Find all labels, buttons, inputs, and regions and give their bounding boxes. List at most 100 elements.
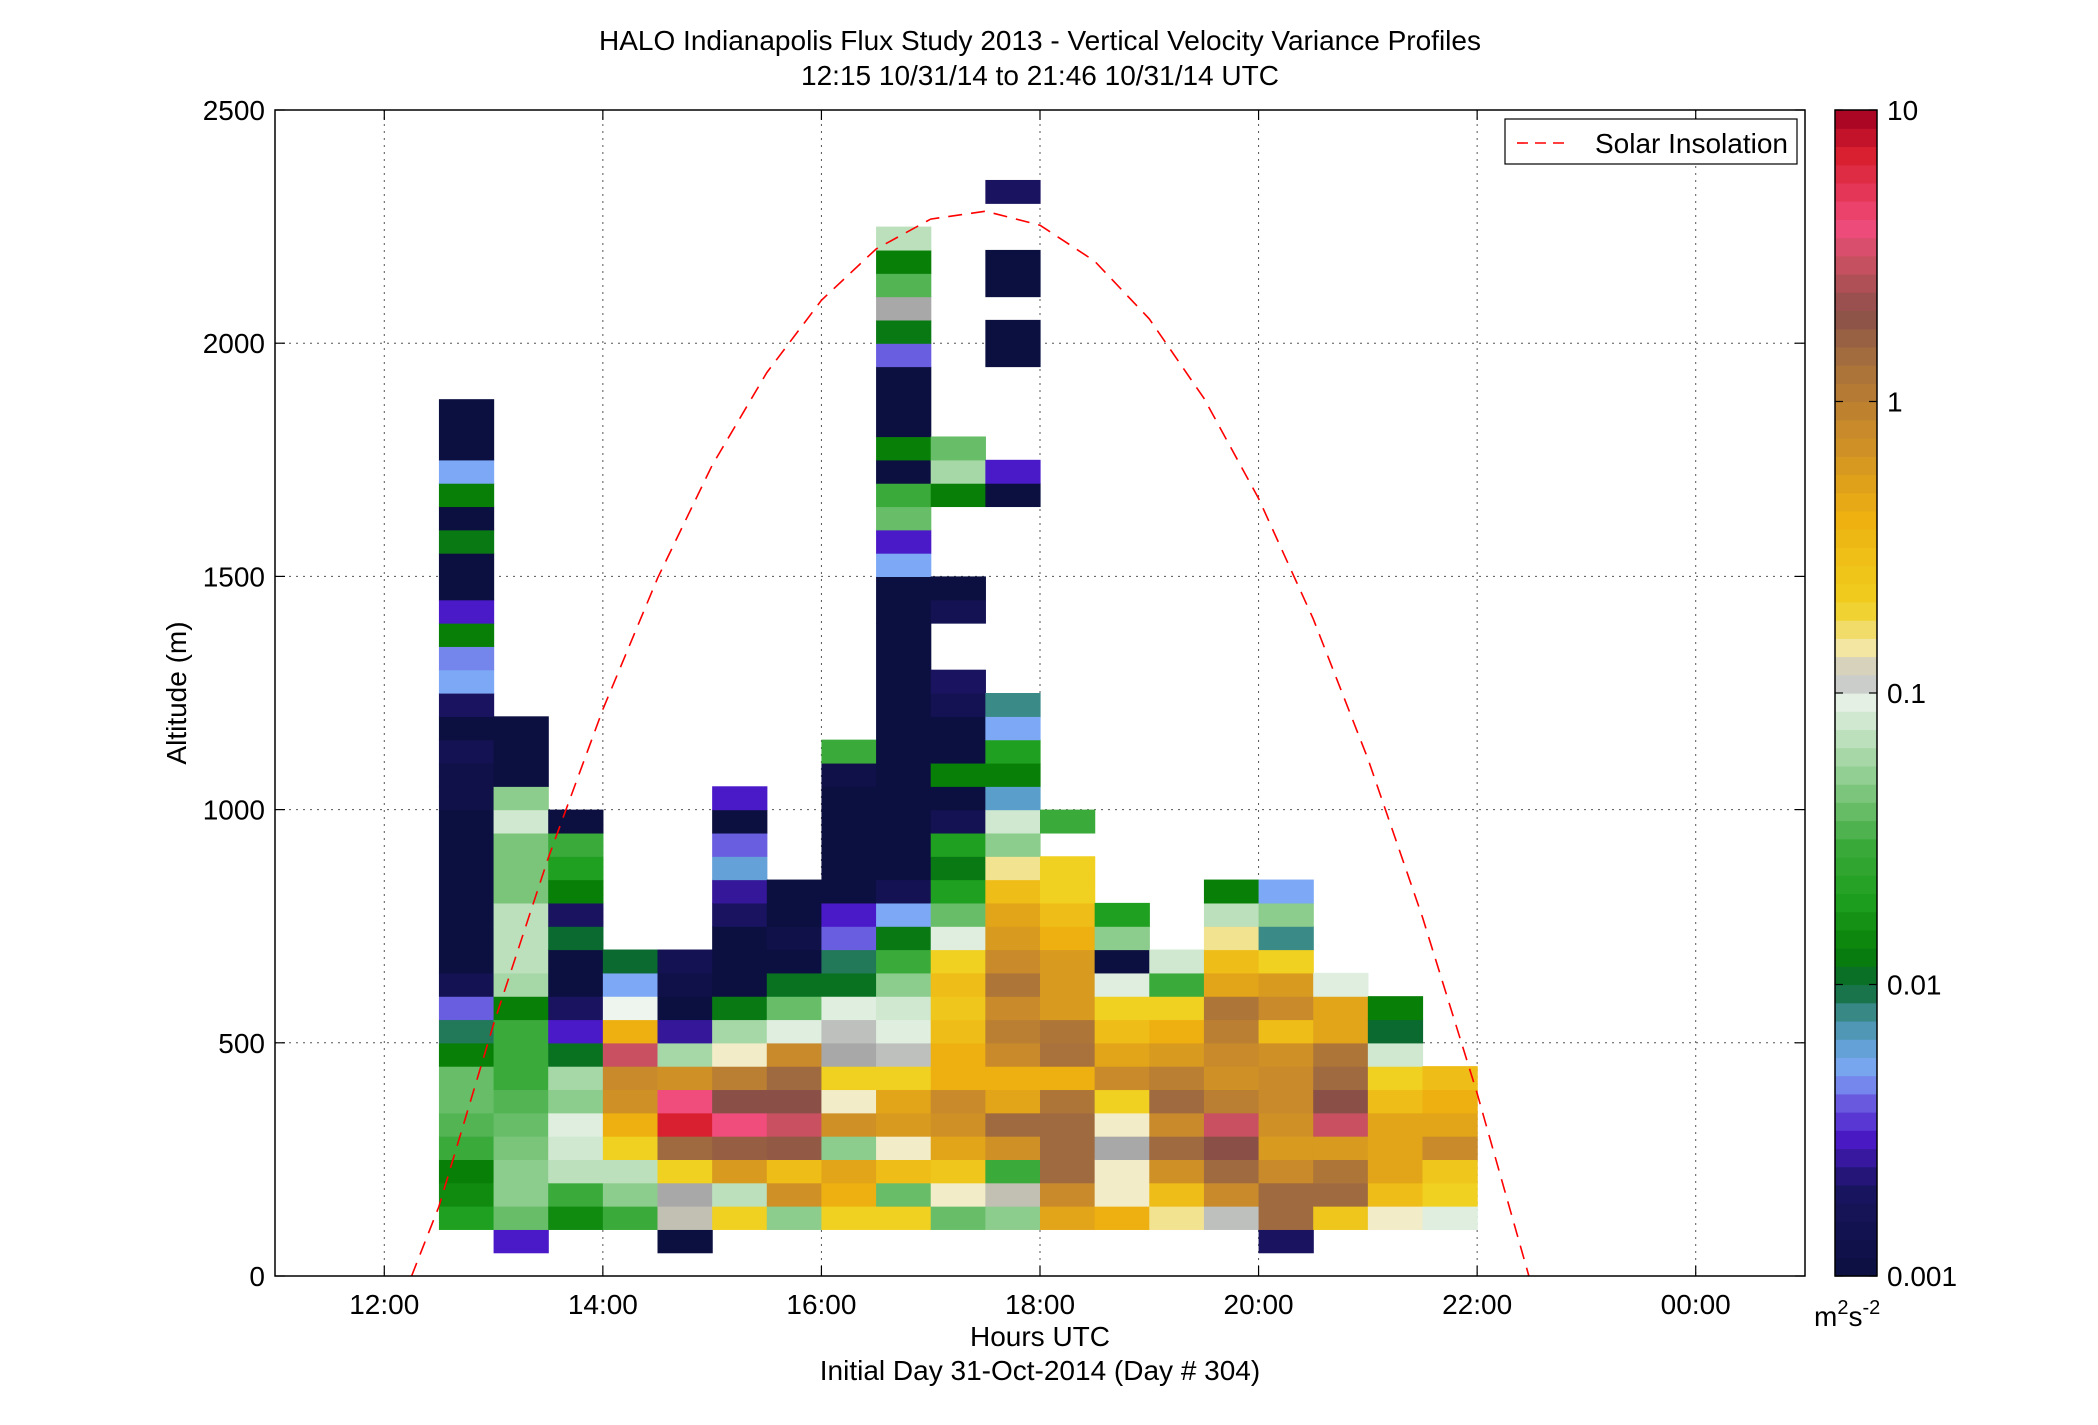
- heatmap-cell: [438, 459, 495, 484]
- heatmap-cell: [930, 459, 986, 484]
- solar-insolation-curve: [410, 210, 1530, 1276]
- heatmap-cell: [712, 972, 768, 997]
- colorbar-band: [1835, 219, 1877, 239]
- heatmap-cell: [438, 623, 495, 647]
- heatmap-cell: [930, 996, 986, 1021]
- heatmap-cell: [821, 1206, 877, 1230]
- heatmap-cell: [712, 1089, 768, 1114]
- heatmap-cell: [1203, 926, 1260, 951]
- colorbar-band: [1835, 1112, 1877, 1131]
- heatmap-cell: [985, 1159, 1041, 1184]
- heatmap-cell: [821, 739, 877, 764]
- heatmap-cell: [712, 996, 768, 1021]
- heatmap-cell: [493, 809, 549, 834]
- heatmap-cell: [712, 832, 768, 857]
- colorbar-band: [1835, 693, 1877, 712]
- heatmap-cell: [602, 1112, 659, 1137]
- colorbar-band: [1835, 984, 1877, 1004]
- heatmap-cell: [876, 902, 932, 927]
- colorbar-band: [1835, 583, 1877, 603]
- heatmap-cell: [1203, 972, 1260, 997]
- heatmap-cell: [985, 786, 1041, 811]
- heatmap-cell: [876, 483, 932, 508]
- y-tick-label: 1500: [203, 561, 265, 592]
- heatmap-cell: [985, 809, 1041, 834]
- heatmap-cell: [438, 553, 495, 601]
- heatmap-cell: [1040, 879, 1096, 904]
- x-axis-sublabel: Initial Day 31-Oct-2014 (Day # 304): [820, 1355, 1260, 1386]
- heatmap-cell: [876, 319, 932, 344]
- heatmap-cell: [438, 972, 495, 997]
- colorbar-band: [1835, 674, 1877, 694]
- heatmap-cell: [548, 996, 604, 1021]
- heatmap-cell: [1094, 1159, 1150, 1184]
- heatmap-cell: [493, 949, 549, 974]
- heatmap-cell: [766, 1066, 823, 1091]
- heatmap-cell: [766, 1089, 823, 1114]
- heatmap-cell: [1040, 996, 1096, 1021]
- heatmap-cell: [876, 436, 932, 461]
- heatmap-cell: [712, 1159, 768, 1184]
- heatmap-cell: [821, 926, 877, 951]
- heatmap-cell: [876, 926, 932, 951]
- heatmap-cell: [438, 1019, 495, 1044]
- heatmap-cell: [1149, 1182, 1205, 1207]
- colorbar-band: [1835, 656, 1877, 676]
- heatmap-cell: [766, 1019, 823, 1044]
- heatmap-cell: [821, 949, 877, 974]
- colorbar-unit-sup1: 2: [1837, 1297, 1848, 1319]
- heatmap-cell: [930, 669, 986, 694]
- heatmap-cell: [1094, 972, 1150, 997]
- heatmap-cell: [712, 902, 768, 927]
- heatmap-cell: [876, 1019, 932, 1044]
- heatmap-cells: [438, 179, 1478, 1254]
- heatmap-cell: [1149, 1066, 1205, 1091]
- heatmap-cell: [1094, 926, 1150, 951]
- heatmap-cell: [1422, 1206, 1478, 1230]
- y-axis-label: Altitude (m): [161, 621, 192, 764]
- heatmap-cell: [766, 1112, 823, 1137]
- heatmap-cell: [985, 1089, 1041, 1114]
- heatmap-cell: [1203, 1066, 1260, 1091]
- colorbar-band: [1835, 1221, 1877, 1241]
- heatmap-cell: [876, 226, 932, 251]
- heatmap-cell: [1258, 1042, 1314, 1067]
- heatmap-cell: [821, 1112, 877, 1137]
- heatmap-cell: [985, 879, 1041, 904]
- heatmap-cell: [1258, 1159, 1314, 1184]
- colorbar-band: [1835, 510, 1877, 530]
- heatmap-cell: [657, 996, 713, 1021]
- heatmap-cell: [1149, 1206, 1205, 1230]
- heatmap-cell: [438, 1042, 495, 1067]
- colorbar-band: [1835, 1057, 1877, 1077]
- heatmap-cell: [985, 1066, 1041, 1091]
- heatmap-cell: [985, 1206, 1041, 1230]
- heatmap-cell: [493, 996, 549, 1021]
- heatmap-cell: [1258, 949, 1314, 974]
- heatmap-cell: [1203, 902, 1260, 927]
- heatmap-cell: [493, 1182, 549, 1207]
- colorbar: 0.001 0.01 0.1 1 10 m2s-2: [1814, 95, 1957, 1332]
- heatmap-cell: [1367, 1066, 1424, 1091]
- x-tick-label: 16:00: [786, 1289, 856, 1320]
- heatmap-cell: [657, 1136, 713, 1160]
- heatmap-cell: [985, 949, 1041, 974]
- heatmap-cell: [930, 716, 986, 764]
- heatmap-cell: [985, 1182, 1041, 1207]
- heatmap-cell: [1040, 926, 1096, 951]
- colorbar-tick-label: 0.001: [1887, 1261, 1957, 1292]
- heatmap-cell: [930, 926, 986, 951]
- colorbar-tick-label: 1: [1887, 387, 1903, 418]
- heatmap-cell: [930, 879, 986, 904]
- heatmap-cell: [657, 1229, 713, 1254]
- heatmap-cell: [985, 249, 1041, 298]
- colorbar-band: [1835, 565, 1877, 585]
- colorbar-band: [1835, 802, 1877, 822]
- colorbar-band: [1835, 1148, 1877, 1168]
- heatmap-cell: [438, 1089, 495, 1114]
- heatmap-cell: [1203, 1112, 1260, 1137]
- heatmap-cell: [930, 949, 986, 974]
- heatmap-cell: [438, 506, 495, 531]
- heatmap-cell: [766, 949, 823, 974]
- heatmap-cell: [1149, 1159, 1205, 1184]
